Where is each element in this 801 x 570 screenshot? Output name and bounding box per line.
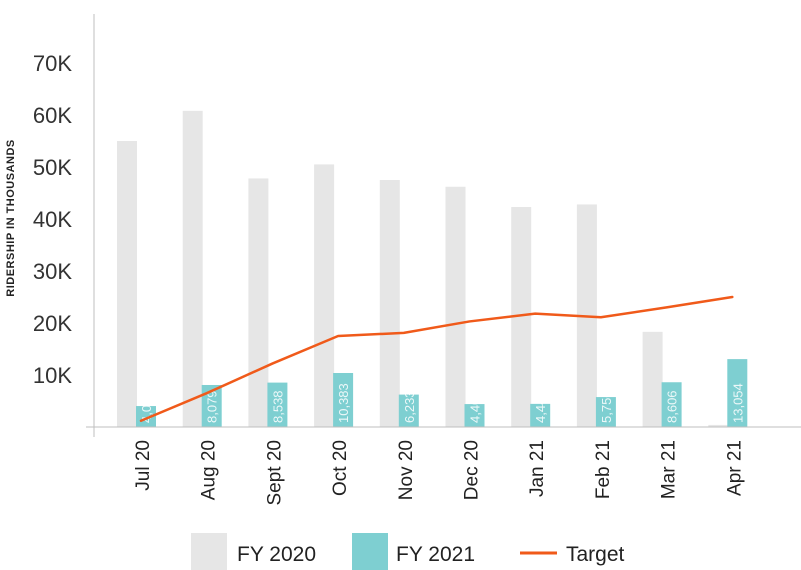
data-label-fy2021: 6,233: [402, 390, 417, 423]
axes: [86, 14, 801, 437]
y-tick-label: 10K: [33, 363, 72, 388]
x-tick-label: Feb 21: [593, 440, 614, 499]
bar-fy2020: [314, 164, 335, 427]
data-label-fy2021: 4,447: [533, 390, 548, 423]
x-axis-ticks: Jul 20 Aug 20 Sept 20 Oct 20 Nov 20 Dec 20 Jan…: [133, 440, 745, 506]
bar-fy2021: [267, 382, 288, 427]
x-tick-label: Nov 20: [396, 440, 417, 500]
bar-fy2021: [398, 394, 419, 427]
y-tick-label: 50K: [33, 155, 72, 180]
legend-swatch-fy2021: [352, 533, 388, 570]
y-tick-label: 40K: [33, 207, 72, 232]
bar-fy2020: [117, 141, 137, 427]
bar-fy2021: [661, 382, 682, 427]
legend-swatch-fy2020: [191, 533, 227, 570]
bar-fy2020: [248, 178, 269, 427]
target-series-line: [139, 295, 734, 423]
y-axis-label: RIDERSHIP IN THOUSANDS: [5, 139, 17, 296]
bar-fy2020: [511, 207, 532, 427]
x-tick-label: Apr 21: [724, 440, 745, 496]
bars: [117, 110, 748, 427]
x-tick-label: Oct 20: [330, 440, 351, 496]
data-label-fy2021: 8,079: [205, 390, 220, 423]
y-tick-label: 60K: [33, 103, 72, 128]
bar-fy2020: [445, 186, 466, 427]
bar-fy2021: [595, 397, 616, 427]
x-tick-label: Mar 21: [659, 440, 680, 499]
bar-fy2020: [708, 424, 729, 427]
data-label-fy2021: 13,054: [730, 383, 745, 423]
legend-label-target: Target: [566, 543, 625, 566]
y-axis-ticks: 10K 20K 30K 40K 50K 60K 70K: [33, 51, 72, 388]
y-tick-label: 30K: [33, 259, 72, 284]
data-label-fy2021: 8,606: [665, 390, 680, 423]
data-label-fy2021: 4,028: [139, 390, 154, 423]
x-tick-label: Aug 20: [199, 440, 220, 500]
data-label-fy2021: 10,383: [336, 383, 351, 423]
bar-fy2021: [530, 403, 551, 427]
bar-fy2021: [333, 373, 354, 427]
bar-fy2021: [464, 404, 485, 427]
target-line: [139, 295, 734, 423]
x-tick-label: Jan 21: [527, 440, 548, 497]
data-label-fy2021: 8,538: [270, 390, 285, 423]
x-tick-label: Dec 20: [462, 440, 483, 500]
y-tick-label: 20K: [33, 311, 72, 336]
data-label-fy2021: 5,756: [599, 390, 614, 423]
bar-fy2020: [642, 331, 663, 427]
legend: FY 2020 FY 2021 Target: [191, 533, 625, 570]
data-label-fy2021: 4,408: [468, 390, 483, 423]
bar-fy2021: [201, 384, 222, 427]
legend-label-fy2021: FY 2021: [396, 543, 475, 566]
x-tick-label: Jul 20: [133, 440, 154, 491]
bar-fy2020: [379, 180, 400, 427]
bar-fy2021: [727, 359, 748, 427]
y-tick-label: 70K: [33, 51, 72, 76]
bar-fy2020: [182, 110, 203, 427]
data-labels: 4,028 8,079 8,538 10,383 6,233 4,408 4,447 5,75…: [139, 383, 745, 423]
x-tick-label: Sept 20: [264, 440, 285, 506]
legend-label-fy2020: FY 2020: [237, 543, 316, 566]
